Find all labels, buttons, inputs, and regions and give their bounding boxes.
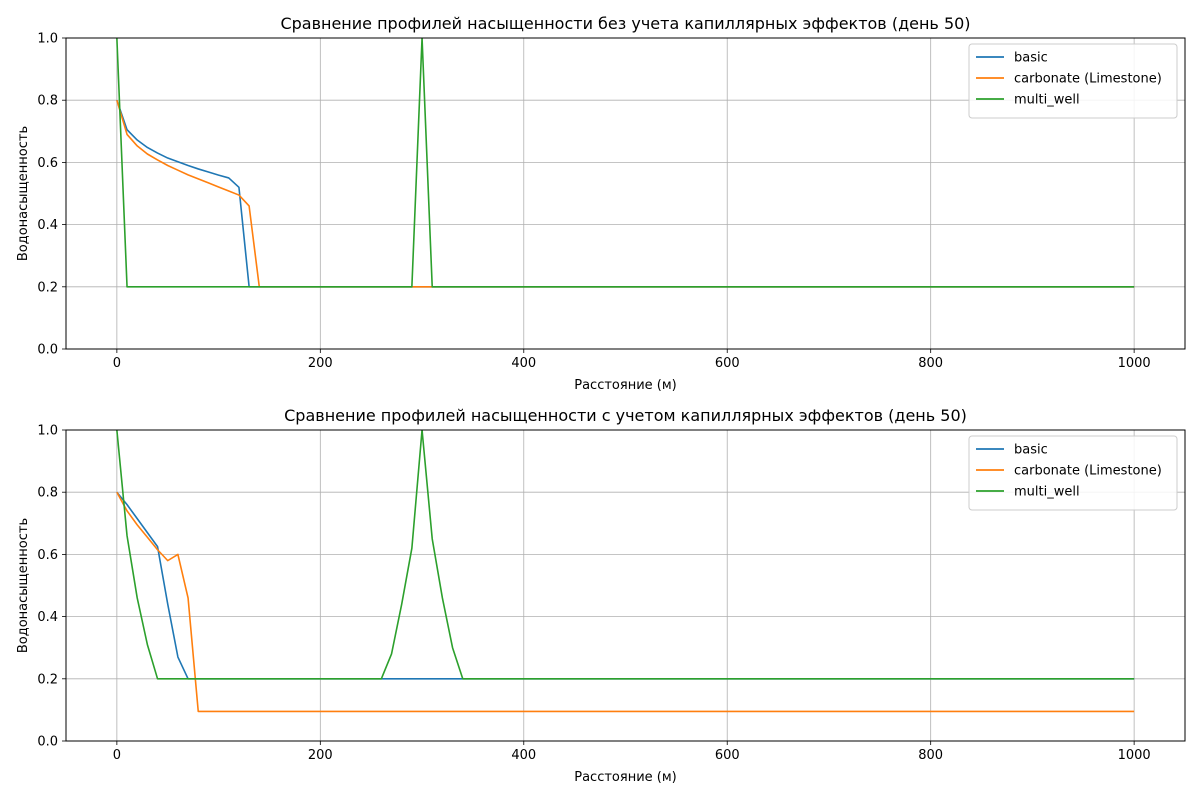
chart-title: Сравнение профилей насыщенности без учет… [280, 14, 970, 33]
series-line-multi-well [116, 38, 1135, 288]
plot-frame [65, 37, 1186, 350]
x-tick-label: 0 [113, 748, 121, 763]
y-tick-label: 1.0 [37, 32, 58, 47]
x-tick-label: 200 [308, 356, 333, 371]
x-tick-label: 400 [511, 748, 536, 763]
y-tick-label: 0.8 [37, 94, 58, 109]
legend-entry-label: carbonate (Limestone) [1014, 72, 1162, 87]
series-group [116, 430, 1135, 713]
series-group [116, 38, 1135, 288]
series-line-multi-well [116, 430, 1135, 680]
y-tick-label: 0.4 [37, 218, 58, 233]
series-line-basic [116, 99, 1135, 288]
legend-entry-label: multi_well [1014, 93, 1080, 108]
y-tick-label: 0.0 [37, 343, 58, 358]
legend: basic carbonate (Limestone) multi_well [968, 43, 1178, 119]
plot-frame [65, 429, 1186, 742]
chart-title: Сравнение профилей насыщенности с учетом… [284, 406, 967, 425]
legend-box [968, 435, 1178, 511]
chart-panel-1: 0 200 400 600 800 1000 0.0 0.2 0.4 0.6 0.8 1.0 Сравн… [16, 14, 1186, 393]
legend: basic carbonate (Limestone) multi_well [968, 435, 1178, 511]
series-line-carbonate-limestone- [116, 99, 1135, 288]
y-tick-label: 0.2 [37, 672, 58, 687]
x-tick-label: 600 [715, 748, 740, 763]
y-tick-label: 0.6 [37, 156, 58, 171]
legend-entry-label: carbonate (Limestone) [1014, 464, 1162, 479]
x-tick-label: 800 [918, 748, 943, 763]
y-tick-label: 1.0 [37, 424, 58, 439]
x-tick-label: 0 [113, 356, 121, 371]
x-tick-label: 1000 [1118, 356, 1151, 371]
chart-panel-2: 0 200 400 600 800 1000 0.0 0.2 0.4 0.6 0.8 1.0 Сравн… [16, 406, 1186, 785]
x-axis-label: Расстояние (м) [574, 378, 676, 393]
series-line-carbonate-limestone- [116, 491, 1135, 713]
legend-entry-label: basic [1014, 443, 1048, 458]
x-tick-label: 600 [715, 356, 740, 371]
x-tick-label: 800 [918, 356, 943, 371]
x-axis-label: Расстояние (м) [574, 770, 676, 785]
y-tick-label: 0.0 [37, 735, 58, 750]
legend-entry-label: basic [1014, 51, 1048, 66]
x-tick-label: 200 [308, 748, 333, 763]
y-tick-label: 0.8 [37, 486, 58, 501]
y-axis-label: Водонасыщенность [16, 126, 31, 261]
legend-entry-label: multi_well [1014, 485, 1080, 500]
x-tick-label: 1000 [1118, 748, 1151, 763]
y-tick-label: 0.2 [37, 280, 58, 295]
x-tick-label: 400 [511, 356, 536, 371]
legend-box [968, 43, 1178, 119]
y-tick-label: 0.6 [37, 548, 58, 563]
y-axis-label: Водонасыщенность [16, 518, 31, 653]
series-line-basic [116, 491, 1135, 680]
y-tick-label: 0.4 [37, 610, 58, 625]
